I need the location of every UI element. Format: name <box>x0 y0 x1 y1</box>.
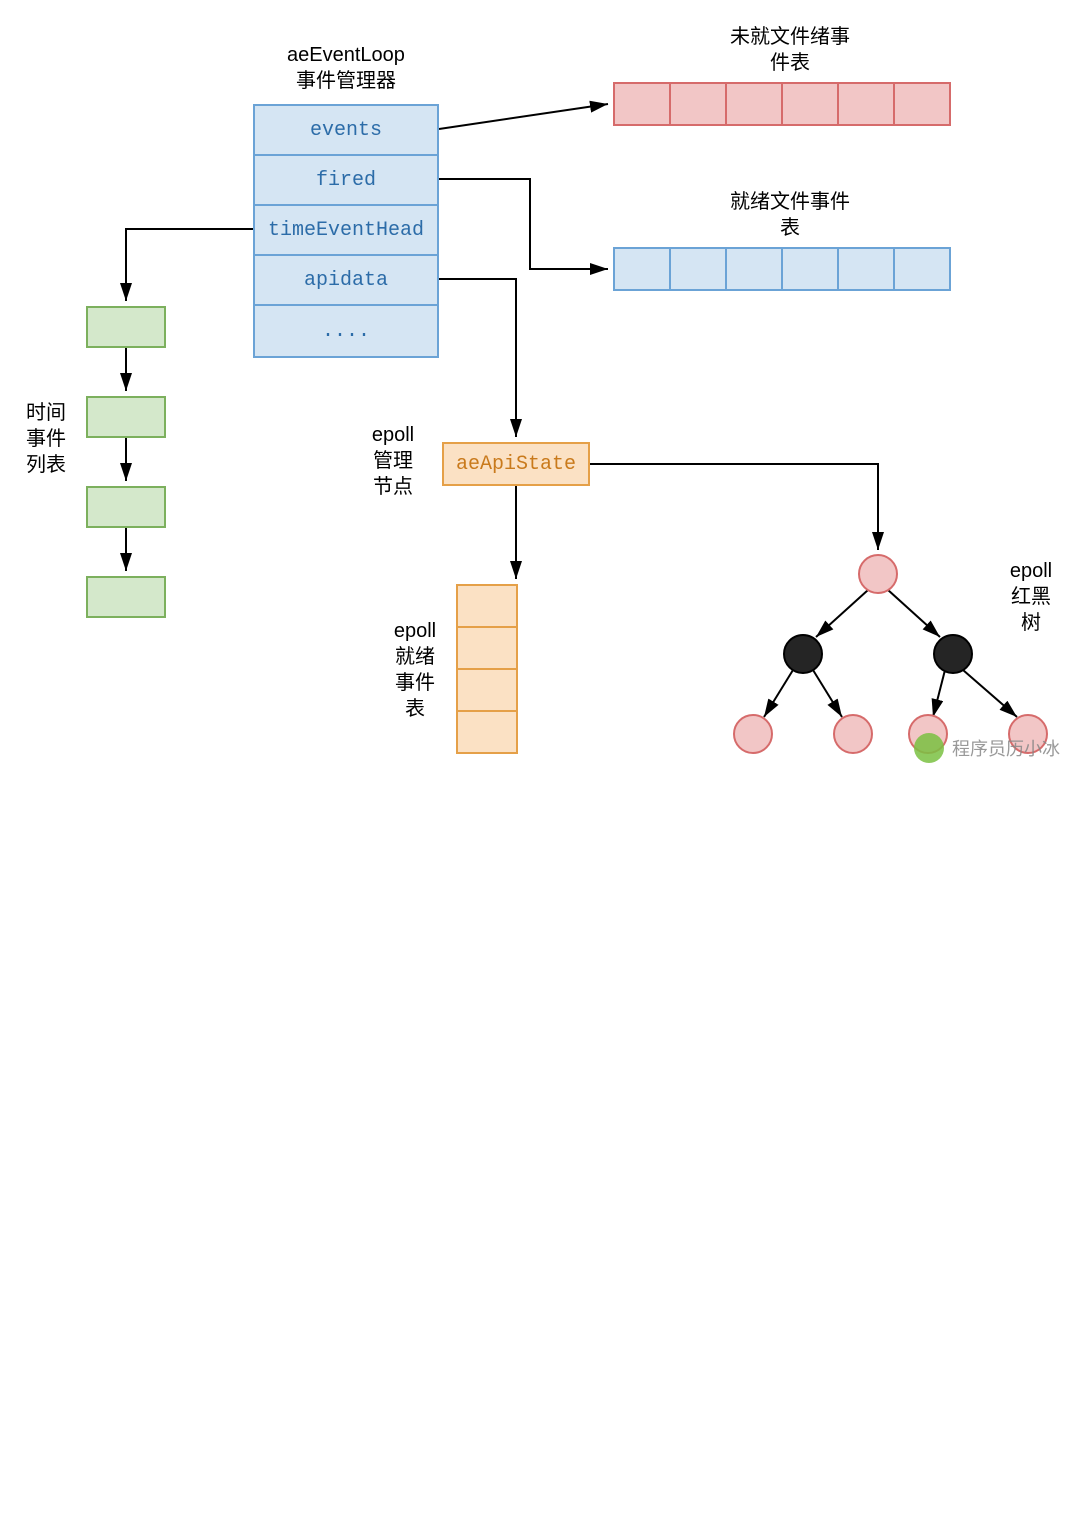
title-line1: aeEventLoop <box>253 42 439 68</box>
tree-label: epoll红黑树 <box>1000 558 1062 636</box>
ready-array-cell <box>781 247 839 291</box>
epoll-ready-cell <box>456 668 518 712</box>
struct-cell-timeeventhead: timeEventHead <box>255 206 437 256</box>
aeeventloop-struct: events fired timeEventHead apidata .... <box>253 104 439 358</box>
unready-array-cell <box>837 82 895 126</box>
tree-node-red <box>733 714 773 754</box>
watermark: 程序员历小冰 <box>914 733 1060 763</box>
struct-cell-fired: fired <box>255 156 437 206</box>
ready-label-text: 就绪文件事件表 <box>660 189 920 241</box>
ready-array-cell <box>837 247 895 291</box>
tree-node-red <box>833 714 873 754</box>
unready-label: 未就文件绪事件表 <box>660 24 920 76</box>
epoll-ready-cell <box>456 626 518 670</box>
struct-cell-more: .... <box>255 306 437 356</box>
unready-array-cell <box>781 82 839 126</box>
time-event-node <box>86 486 166 528</box>
time-list-label: 时间事件列表 <box>20 400 72 478</box>
ready-array <box>613 247 951 291</box>
apistate-label: epoll管理节点 <box>356 422 430 500</box>
tree-node-black <box>933 634 973 674</box>
tree-node-black <box>783 634 823 674</box>
time-event-node <box>86 576 166 618</box>
unready-array-cell <box>613 82 671 126</box>
wechat-icon <box>914 733 944 763</box>
time-event-node <box>86 306 166 348</box>
epoll-ready-list <box>456 584 518 754</box>
struct-cell-events: events <box>255 106 437 156</box>
tree-node-red <box>858 554 898 594</box>
ready-array-cell <box>613 247 671 291</box>
unready-array-cell <box>893 82 951 126</box>
ready-label: 就绪文件事件表 <box>660 189 920 241</box>
epoll-list-label: epoll就绪事件表 <box>384 618 446 722</box>
title-line2: 事件管理器 <box>253 68 439 94</box>
epoll-ready-cell <box>456 710 518 754</box>
ready-array-cell <box>893 247 951 291</box>
unready-array-cell <box>669 82 727 126</box>
struct-cell-apidata: apidata <box>255 256 437 306</box>
epoll-ready-cell <box>456 584 518 628</box>
ready-array-cell <box>669 247 727 291</box>
aeapistate-box: aeApiState <box>442 442 590 486</box>
watermark-text: 程序员历小冰 <box>952 735 1060 761</box>
struct-title: aeEventLoop 事件管理器 <box>253 42 439 94</box>
ready-array-cell <box>725 247 783 291</box>
unready-array-cell <box>725 82 783 126</box>
unready-label-text: 未就文件绪事件表 <box>660 24 920 76</box>
unready-array <box>613 82 951 126</box>
time-event-node <box>86 396 166 438</box>
